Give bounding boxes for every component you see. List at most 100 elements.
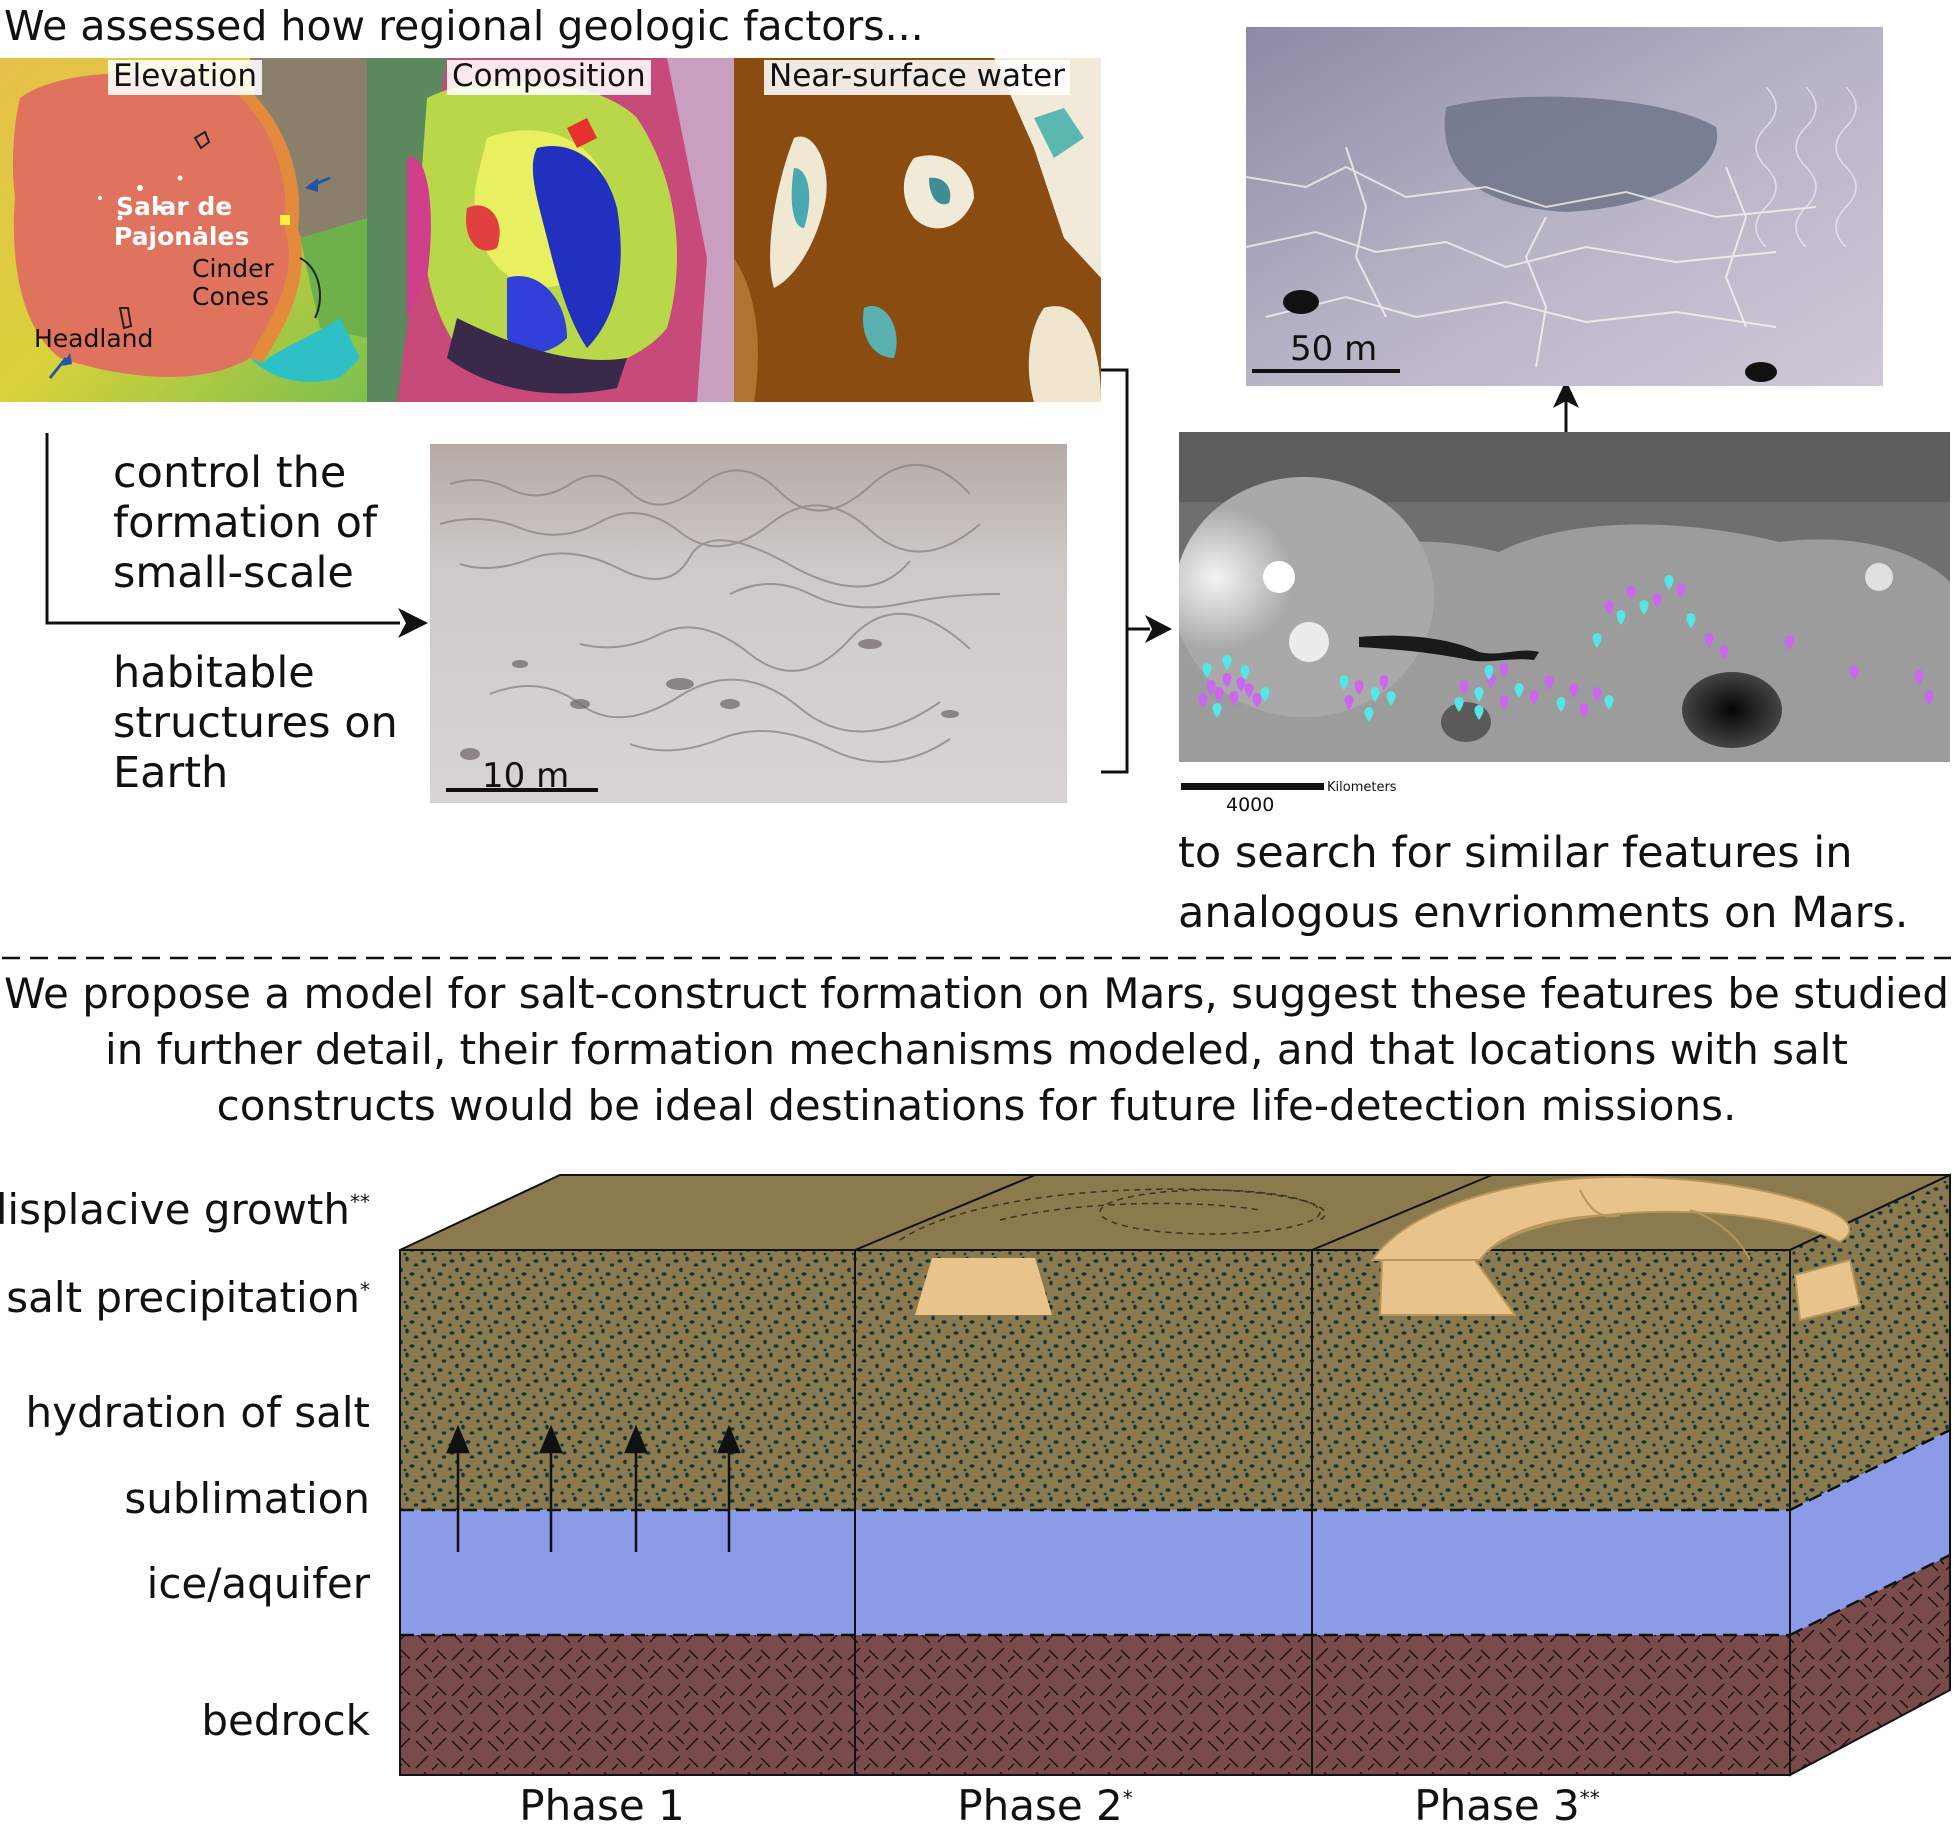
side-sediment bbox=[1790, 1175, 1950, 1510]
connector-closeup-arrowhead bbox=[1553, 380, 1579, 408]
mars-location-marker bbox=[1676, 583, 1686, 598]
side-bedrock bbox=[1790, 1555, 1950, 1775]
elevation-map: Elevation Salar de Pajonales Cinder Cone… bbox=[0, 58, 367, 402]
phase-2-mark: * bbox=[1122, 1786, 1133, 1810]
mars-location-marker bbox=[1579, 703, 1589, 718]
label-displacive-growth: displacive growth** bbox=[0, 1189, 370, 1231]
mars-location-marker bbox=[1529, 690, 1539, 705]
connector-bracket bbox=[1101, 368, 1129, 774]
map-label-salar: Salar de bbox=[116, 192, 233, 221]
block-diagram bbox=[399, 1173, 1951, 1777]
earth-scale-label: 10 m bbox=[482, 756, 570, 796]
mars-location-marker bbox=[1212, 703, 1222, 718]
mars-location-marker bbox=[1604, 600, 1614, 615]
mars-location-marker bbox=[1484, 665, 1494, 680]
mars-location-marker bbox=[1626, 585, 1636, 600]
habitable-text-line-2: structures on bbox=[113, 698, 398, 748]
search-text-line-2: analogous envrionments on Mars. bbox=[1178, 888, 1909, 938]
panel-title-composition: Composition bbox=[447, 60, 651, 95]
label-salt-precipitation: salt precipitation* bbox=[6, 1277, 370, 1319]
mars-map-scale-value: 4000 bbox=[1226, 794, 1275, 816]
map-label-headland: Headland bbox=[34, 324, 154, 353]
mars-location-marker bbox=[1386, 691, 1396, 706]
mars-map-scale-bar bbox=[1181, 783, 1324, 790]
mars-location-marker bbox=[1222, 673, 1232, 688]
map-label-cinder: Cinder bbox=[192, 254, 274, 283]
panel-title-elevation: Elevation bbox=[108, 60, 262, 95]
mars-location-marker bbox=[1544, 675, 1554, 690]
map-label-pajonales: Pajonales bbox=[114, 222, 250, 251]
mars-closeup-image bbox=[1246, 27, 1883, 386]
phase2-dashed-ring bbox=[899, 1188, 1326, 1241]
mars-location-marker bbox=[1364, 707, 1374, 722]
water-map: Near-surface water bbox=[734, 58, 1101, 402]
mars-location-marker bbox=[1344, 695, 1354, 710]
label-displacive-text: displacive growth bbox=[0, 1185, 350, 1234]
phase-3-mark: ** bbox=[1579, 1786, 1600, 1810]
section-divider bbox=[2, 956, 1951, 960]
control-text-line-3: small-scale bbox=[113, 548, 354, 598]
mars-location-marker bbox=[1252, 693, 1262, 708]
mars-location-marker bbox=[1206, 680, 1216, 695]
mars-location-marker bbox=[1222, 655, 1232, 670]
habitable-text-line-3: Earth bbox=[113, 748, 229, 798]
mars-location-marker bbox=[1604, 695, 1614, 710]
elevation-map-image bbox=[0, 58, 367, 402]
mars-location-marker bbox=[1499, 695, 1509, 710]
label-displacive-mark: ** bbox=[350, 1190, 370, 1214]
mars-closeup-photo: 50 m bbox=[1246, 27, 1883, 386]
mars-location-marker bbox=[1244, 683, 1254, 698]
conclusion-line-3: constructs would be ideal destinations f… bbox=[216, 1081, 1737, 1130]
mars-map-scale-unit: Kilometers bbox=[1327, 780, 1397, 795]
control-text-line-2: formation of bbox=[113, 498, 378, 548]
mars-location-marker bbox=[1459, 680, 1469, 695]
label-sublimation: sublimation bbox=[124, 1474, 370, 1523]
habitable-text-line-1: habitable bbox=[113, 648, 315, 698]
mars-location-marker bbox=[1354, 680, 1364, 695]
mars-location-marker bbox=[1639, 600, 1649, 615]
mars-location-marker bbox=[1499, 663, 1509, 678]
salt-ring-phase3 bbox=[1370, 1175, 1862, 1322]
intro-text: We assessed how regional geologic factor… bbox=[4, 2, 924, 50]
label-ice-aquifer: ice/aquifer bbox=[146, 1559, 370, 1608]
phase-2-text: Phase 2 bbox=[957, 1781, 1123, 1830]
mars-location-marker bbox=[1514, 683, 1524, 698]
water-map-image bbox=[734, 58, 1101, 402]
connector-mars-arrowhead bbox=[1145, 615, 1172, 643]
mars-location-marker bbox=[1370, 687, 1380, 702]
sublimation-arrows bbox=[446, 1424, 741, 1552]
control-text-line-1: control the bbox=[113, 448, 347, 498]
mars-location-marker bbox=[1569, 683, 1579, 698]
earth-photo-image bbox=[430, 444, 1067, 803]
mars-location-marker bbox=[1652, 593, 1662, 608]
mars-location-marker bbox=[1454, 697, 1464, 712]
label-bedrock: bedrock bbox=[201, 1696, 370, 1745]
mars-location-marker bbox=[1924, 690, 1934, 705]
mars-location-marker bbox=[1664, 575, 1674, 590]
mars-location-marker bbox=[1339, 675, 1349, 690]
composition-map: Composition bbox=[367, 58, 734, 402]
label-precipitation-text: salt precipitation bbox=[6, 1273, 360, 1322]
label-precipitation-mark: * bbox=[360, 1278, 370, 1302]
mars-location-marker bbox=[1474, 705, 1484, 720]
connector-earth-arrowhead bbox=[398, 608, 428, 638]
mars-markers bbox=[1198, 575, 1934, 722]
map-label-cones: Cones bbox=[192, 282, 270, 311]
ice-layer bbox=[400, 1510, 1790, 1635]
mars-location-marker bbox=[1240, 665, 1250, 680]
mars-location-marker bbox=[1229, 691, 1239, 706]
mars-location-marker bbox=[1260, 687, 1270, 702]
mars-location-marker bbox=[1592, 687, 1602, 702]
mars-location-marker bbox=[1616, 610, 1626, 625]
mars-location-marker bbox=[1202, 663, 1212, 678]
bedrock-layer bbox=[400, 1635, 1790, 1775]
mars-location-marker bbox=[1686, 613, 1696, 628]
composition-map-image bbox=[367, 58, 734, 402]
phase-2-label: Phase 2* bbox=[957, 1785, 1132, 1827]
conclusion-line-1: We propose a model for salt-construct fo… bbox=[3, 969, 1949, 1018]
mars-location-marker bbox=[1704, 633, 1714, 648]
mars-location-marker bbox=[1379, 675, 1389, 690]
mars-location-marker bbox=[1719, 645, 1729, 660]
mars-global-map: Kilometers 4000 bbox=[1179, 432, 1950, 816]
label-hydration: hydration of salt bbox=[25, 1388, 370, 1437]
